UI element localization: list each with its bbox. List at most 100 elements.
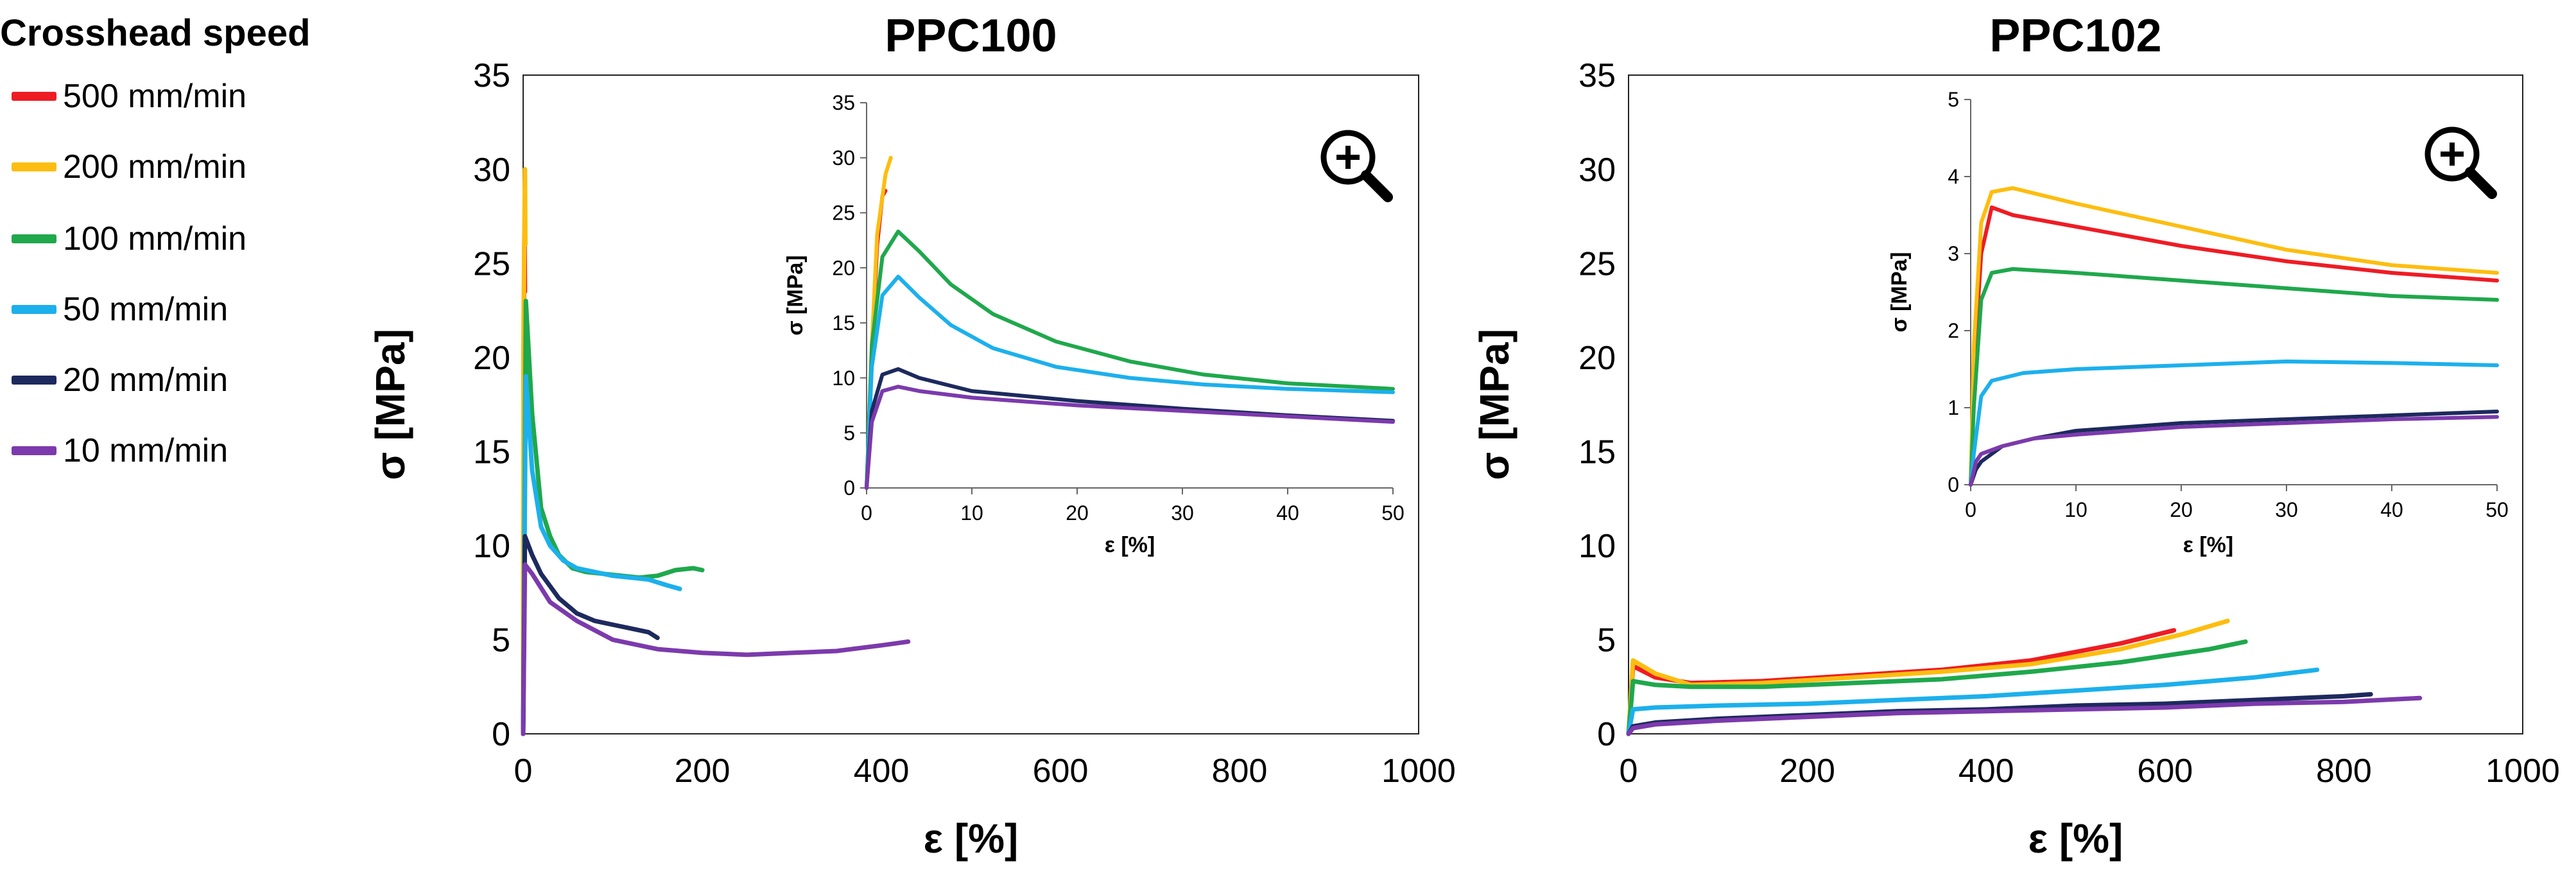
- legend-label: 10 mm/min: [63, 432, 229, 469]
- y-tick-label: 30: [832, 146, 855, 169]
- y-tick-label: 15: [1578, 433, 1616, 471]
- plot-frame: [1628, 74, 2523, 734]
- legend-item: 500 mm/min: [12, 77, 246, 116]
- x-tick-label: 40: [2380, 498, 2403, 521]
- y-tick-label: 10: [473, 528, 510, 565]
- x-axis-label: ε [%]: [2028, 815, 2123, 862]
- x-tick-label: 400: [854, 752, 910, 790]
- y-tick-label: 25: [832, 202, 855, 225]
- series-line-100-mm-min: [1626, 639, 2248, 736]
- x-tick-label: 30: [1171, 501, 1194, 525]
- x-tick-label: 40: [1276, 501, 1299, 525]
- legend-item: 100 mm/min: [12, 220, 246, 258]
- y-tick-label: 0: [843, 476, 855, 499]
- x-tick-label: 1000: [1381, 752, 1456, 790]
- y-tick-label: 4: [1948, 165, 1959, 188]
- series-line-200-mm-min: [1626, 618, 2230, 736]
- chart-ppc100-inset: 0 5 10 15 20 25 30 35 0 10 20 30 40 50 ε [%] σ [MPa]: [783, 87, 1412, 557]
- series-line-20-mm-min: [521, 534, 660, 736]
- y-axis-label: σ [MPa]: [1471, 329, 1517, 480]
- legend-item: 10 mm/min: [12, 431, 228, 470]
- x-tick-label: 200: [675, 752, 730, 790]
- inset-background: [783, 87, 1412, 543]
- zoom-in-icon: [1320, 130, 1393, 202]
- y-axis-label: σ [MPa]: [783, 255, 808, 335]
- x-tick-label: 20: [1066, 501, 1089, 525]
- y-tick-label: 35: [473, 57, 510, 94]
- legend-label: 50 mm/min: [63, 291, 229, 328]
- legend-swatch: [12, 162, 56, 171]
- legend-item: 200 mm/min: [12, 148, 246, 186]
- x-tick-label: 0: [1620, 752, 1638, 790]
- legend-label: 500 mm/min: [63, 78, 247, 115]
- y-tick-label: 0: [1948, 473, 1959, 496]
- x-axis-label: ε [%]: [2183, 533, 2233, 557]
- x-tick-label: 1000: [2485, 752, 2560, 790]
- y-tick-label: 20: [1578, 340, 1616, 377]
- legend-label: 200 mm/min: [63, 148, 247, 186]
- zoom-handle: [2465, 167, 2497, 199]
- legend-swatch: [12, 234, 56, 243]
- legend-swatch: [12, 376, 56, 385]
- y-tick-label: 1: [1948, 396, 1959, 419]
- y-tick-label: 30: [1578, 152, 1616, 189]
- legend-item: 50 mm/min: [12, 290, 228, 329]
- y-tick-label: 25: [473, 245, 510, 282]
- y-tick-label: 10: [832, 367, 855, 390]
- x-tick-label: 0: [514, 752, 533, 790]
- chart-title: PPC100: [885, 10, 1057, 62]
- series-line-10-mm-min: [865, 385, 1395, 490]
- x-tick-label: 50: [1381, 501, 1405, 525]
- series-line-10-mm-min: [521, 562, 911, 736]
- y-tick-label: 20: [832, 256, 855, 279]
- series-line-100-mm-min: [1969, 267, 2499, 487]
- series-line-50-mm-min: [1969, 360, 2499, 487]
- series-line-100-mm-min: [865, 229, 1395, 490]
- y-tick-label: 10: [1578, 528, 1616, 565]
- x-tick-label: 20: [2170, 498, 2193, 521]
- zoom-in-icon: [2425, 126, 2497, 199]
- y-tick-label: 5: [492, 622, 510, 659]
- x-tick-label: 800: [1212, 752, 1268, 790]
- y-tick-label: 3: [1948, 242, 1959, 265]
- y-tick-label: 0: [1597, 716, 1616, 753]
- x-tick-label: 10: [2064, 498, 2088, 521]
- legend-swatch: [12, 446, 56, 455]
- series-line-50-mm-min: [865, 274, 1395, 490]
- y-tick-label: 2: [1948, 319, 1959, 342]
- y-tick-label: 15: [473, 433, 510, 471]
- y-tick-label: 35: [832, 91, 855, 114]
- y-tick-label: 25: [1578, 245, 1616, 282]
- legend-title: Crosshead speed: [0, 12, 311, 54]
- x-tick-label: 50: [2485, 498, 2509, 521]
- legend-swatch: [12, 305, 56, 314]
- x-tick-label: 0: [861, 501, 872, 525]
- y-axis-label: σ [MPa]: [1887, 252, 1912, 332]
- x-tick-label: 600: [2137, 752, 2193, 790]
- y-tick-label: 20: [473, 340, 510, 377]
- y-axis-label: σ [MPa]: [367, 329, 413, 480]
- legend-swatch: [12, 92, 56, 101]
- series-line-100-mm-min: [521, 299, 705, 736]
- x-axis-label: ε [%]: [924, 815, 1019, 862]
- y-tick-label: 5: [1597, 622, 1616, 659]
- y-tick-label: 5: [843, 421, 855, 444]
- series-line-200-mm-min: [1969, 186, 2499, 487]
- series-line-20-mm-min: [1626, 691, 2373, 736]
- zoom-handle: [1361, 170, 1393, 202]
- y-tick-label: 0: [492, 716, 510, 753]
- legend-item: 20 mm/min: [12, 361, 228, 399]
- series-line-50-mm-min: [1626, 667, 2320, 736]
- series-line-50-mm-min: [521, 374, 682, 736]
- x-tick-label: 400: [1958, 752, 2014, 790]
- legend-label: 20 mm/min: [63, 361, 229, 399]
- y-tick-label: 15: [832, 311, 855, 334]
- x-tick-label: 0: [1965, 498, 1976, 521]
- y-tick-label: 30: [473, 152, 510, 189]
- x-tick-label: 800: [2316, 752, 2372, 790]
